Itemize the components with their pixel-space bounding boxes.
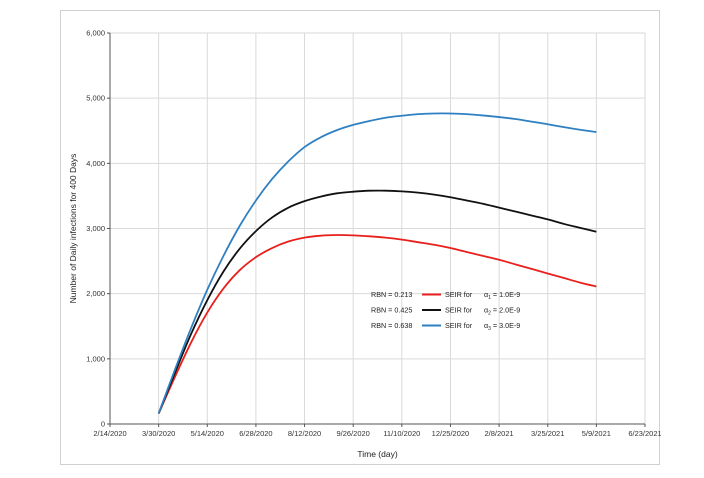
x-axis-title: Time (day): [357, 449, 397, 459]
legend-series-label: SEIR for: [445, 290, 473, 299]
series-lines: [157, 112, 597, 414]
y-axis-title: Number of Daily infections for 400 Days: [68, 154, 78, 304]
x-tick-label: 3/30/2020: [142, 429, 175, 438]
x-tick-label: 6/28/2020: [239, 429, 272, 438]
legend-rbn-label: RBN = 0.638: [371, 321, 412, 330]
legend-alpha-label: α3 = 3.0E-9: [484, 321, 520, 332]
y-tick-label: 6,000: [86, 29, 105, 38]
y-tick-label: 3,000: [86, 224, 105, 233]
legend: RBN = 0.213 SEIR for α1 = 1.0E-9 RBN = 0.42…: [371, 290, 520, 332]
series-alpha1-line: [157, 234, 597, 414]
x-tick-label: 2/14/2020: [93, 429, 126, 438]
series-alpha2-line: [157, 189, 597, 414]
x-tick-label: 5/14/2020: [191, 429, 224, 438]
x-tick-label: 9/26/2020: [336, 429, 369, 438]
y-tick-label: 2,000: [86, 289, 105, 298]
grid: [110, 32, 646, 424]
y-tick-label: 4,000: [86, 159, 105, 168]
y-tick-labels: 0 1,000 2,000 3,000 4,000 5,000 6,000: [86, 29, 105, 429]
legend-alpha-label: α1 = 1.0E-9: [484, 290, 520, 301]
x-tick-label: 5/9/2021: [582, 429, 611, 438]
legend-alpha-label: α2 = 2.0E-9: [484, 306, 520, 317]
y-tick-label: 5,000: [86, 94, 105, 103]
x-tick-label: 6/23/2021: [628, 429, 661, 438]
chart-frame: 2/14/2020 3/30/2020 5/14/2020 6/28/2020 8/12…: [60, 10, 661, 465]
x-tick-label: 3/25/2021: [531, 429, 564, 438]
legend-series-label: SEIR for: [445, 306, 473, 315]
x-tick-labels: 2/14/2020 3/30/2020 5/14/2020 6/28/2020 8/12…: [93, 429, 661, 438]
axes: [107, 32, 646, 427]
x-tick-label: 12/25/2020: [432, 429, 470, 438]
x-tick-label: 2/8/2021: [484, 429, 513, 438]
legend-rbn-label: RBN = 0.213: [371, 290, 412, 299]
legend-rbn-label: RBN = 0.425: [371, 306, 412, 315]
line-chart: 2/14/2020 3/30/2020 5/14/2020 6/28/2020 8/12…: [68, 29, 661, 460]
legend-series-label: SEIR for: [445, 321, 473, 330]
series-alpha3-line: [157, 112, 597, 414]
x-tick-label: 11/10/2020: [383, 429, 420, 438]
x-tick-label: 8/12/2020: [288, 429, 321, 438]
y-tick-label: 1,000: [86, 354, 105, 363]
y-tick-label: 0: [101, 420, 105, 429]
